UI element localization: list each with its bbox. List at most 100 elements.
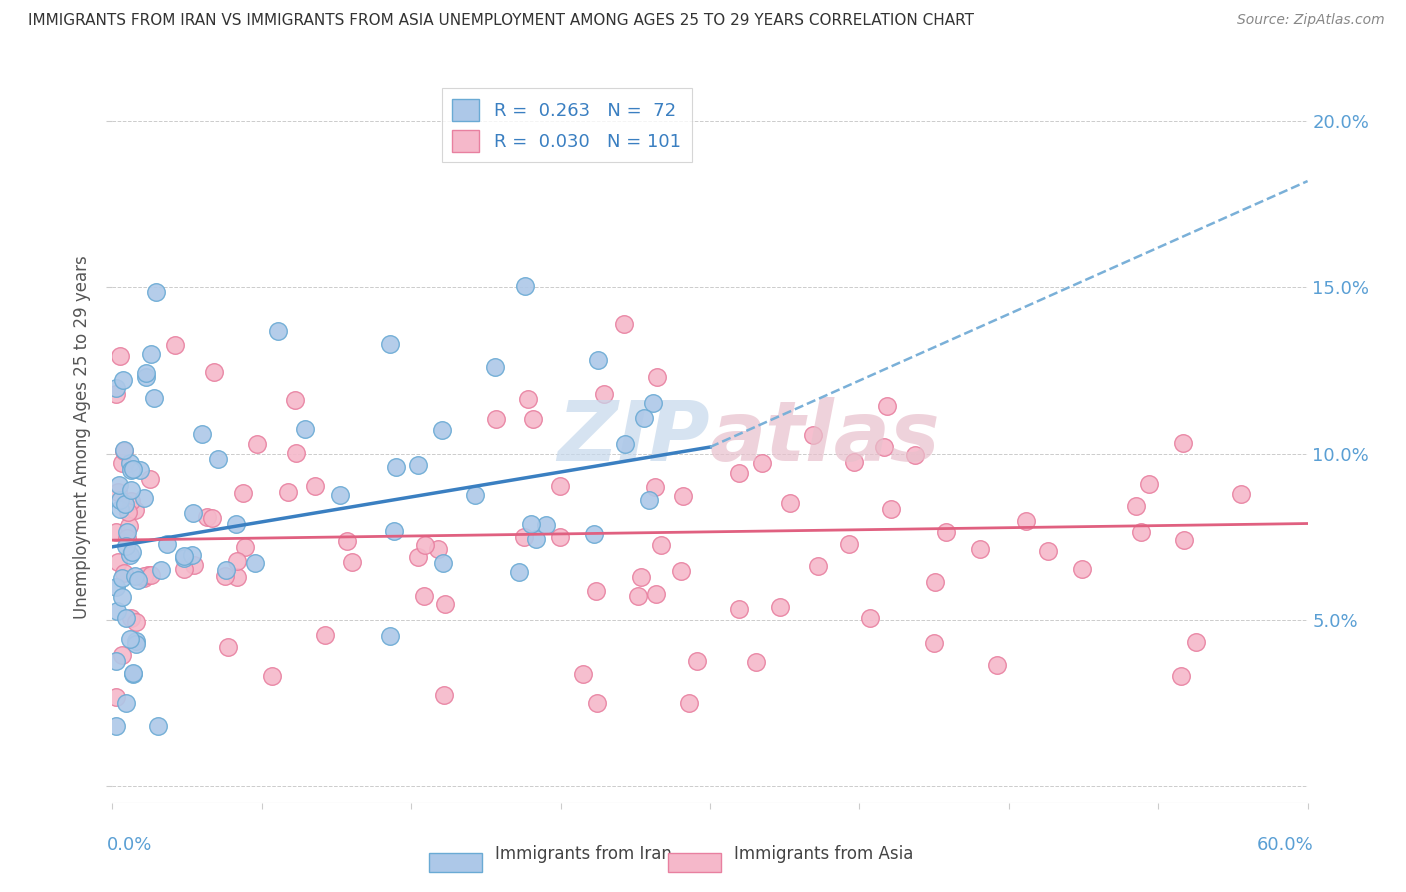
Point xyxy=(879,502,901,516)
Point xyxy=(522,412,544,426)
Point xyxy=(686,654,709,668)
Point xyxy=(284,392,307,407)
Point xyxy=(1139,476,1161,491)
Point xyxy=(207,452,229,467)
Point xyxy=(118,548,141,562)
Point xyxy=(613,317,636,331)
Point xyxy=(112,443,135,458)
Point xyxy=(1173,533,1195,547)
Point xyxy=(645,587,668,601)
Point xyxy=(115,525,138,540)
Point xyxy=(120,463,142,477)
Point xyxy=(728,467,751,481)
Point xyxy=(134,367,156,381)
Point xyxy=(117,519,139,533)
Point xyxy=(150,563,173,577)
Point xyxy=(124,569,146,583)
Point xyxy=(215,563,238,577)
Point xyxy=(112,566,135,581)
Point xyxy=(202,365,225,379)
Point xyxy=(139,347,162,361)
Point xyxy=(121,462,143,476)
Point xyxy=(120,494,142,508)
Text: Immigrants from Asia: Immigrants from Asia xyxy=(734,846,914,863)
Point xyxy=(145,285,167,299)
Point xyxy=(173,549,195,564)
Point xyxy=(336,533,359,548)
Point xyxy=(124,503,146,517)
Point xyxy=(406,458,429,472)
Point xyxy=(513,279,536,293)
Point xyxy=(485,412,508,426)
Point xyxy=(329,487,352,501)
Point xyxy=(643,396,665,410)
Point xyxy=(107,555,129,569)
Point xyxy=(986,657,1008,672)
Point xyxy=(117,505,139,519)
Point xyxy=(294,422,316,436)
Point xyxy=(408,549,430,564)
Point xyxy=(807,559,830,574)
Text: Immigrants from Iran: Immigrants from Iran xyxy=(495,846,672,863)
Point xyxy=(115,611,138,625)
Point xyxy=(112,442,135,457)
Point xyxy=(134,571,156,585)
Point xyxy=(120,610,142,624)
Point xyxy=(571,667,593,681)
Point xyxy=(110,492,132,507)
Point xyxy=(464,487,486,501)
Point xyxy=(111,456,134,470)
Point xyxy=(173,551,195,566)
Point xyxy=(246,437,269,451)
Point xyxy=(225,570,247,584)
Point xyxy=(120,483,142,498)
Text: 0.0%: 0.0% xyxy=(107,836,152,854)
Point xyxy=(382,524,405,539)
Point xyxy=(924,575,946,590)
Point xyxy=(105,580,128,594)
Point xyxy=(105,654,128,668)
Point xyxy=(285,445,308,459)
Point xyxy=(267,324,290,338)
Point xyxy=(630,570,652,584)
Point xyxy=(678,696,700,710)
Point xyxy=(1015,514,1038,528)
Point xyxy=(232,486,254,500)
Point xyxy=(801,428,824,442)
Point xyxy=(513,530,536,544)
Point xyxy=(108,502,131,516)
Point xyxy=(214,568,236,582)
Point xyxy=(277,485,299,500)
Point xyxy=(135,369,157,384)
Point xyxy=(1171,436,1194,450)
Point xyxy=(226,554,249,568)
Point xyxy=(873,440,896,454)
Point xyxy=(516,392,538,406)
Point xyxy=(672,489,695,503)
Text: 60.0%: 60.0% xyxy=(1257,836,1313,854)
Point xyxy=(173,561,195,575)
Point xyxy=(426,542,449,557)
Text: ZIP: ZIP xyxy=(557,397,710,477)
Point xyxy=(165,338,187,352)
Point xyxy=(120,632,142,646)
Point xyxy=(520,516,543,531)
Point xyxy=(124,633,146,648)
Point xyxy=(243,556,266,570)
Point xyxy=(181,548,204,562)
Point xyxy=(536,517,558,532)
Point xyxy=(105,386,128,401)
Point xyxy=(340,555,363,569)
Point xyxy=(669,564,692,578)
Point xyxy=(842,455,865,469)
Point xyxy=(593,386,616,401)
Point xyxy=(110,648,132,663)
Point xyxy=(378,337,401,351)
Point xyxy=(583,527,606,541)
Point xyxy=(121,545,143,559)
Point xyxy=(122,667,145,681)
Point xyxy=(105,604,128,618)
Point xyxy=(108,478,131,492)
Point xyxy=(1230,486,1253,500)
Point xyxy=(125,637,148,651)
